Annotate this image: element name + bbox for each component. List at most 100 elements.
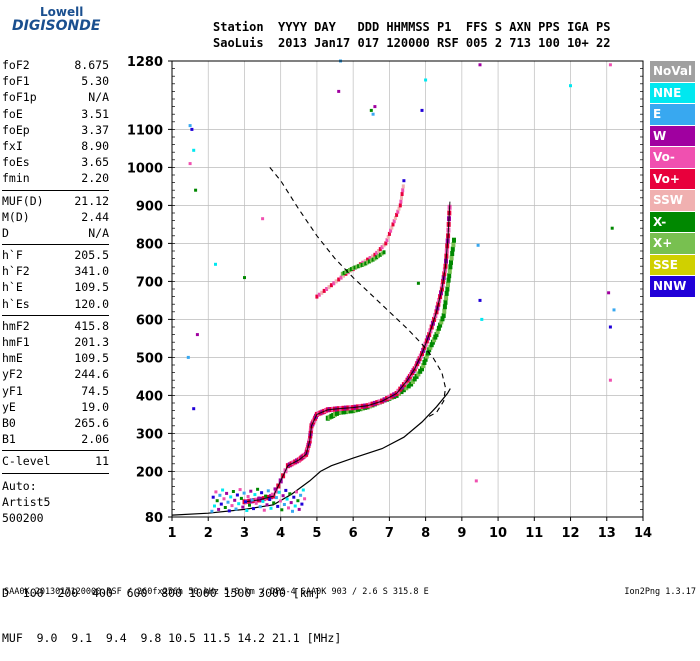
- upper-x-trace-mark: [346, 269, 350, 273]
- param-row: fmin 2.20: [2, 170, 109, 186]
- x-trace-mark: [446, 282, 450, 288]
- e-layer-mark: [280, 508, 284, 512]
- x-trace-mark: [420, 366, 424, 372]
- e-layer-mark: [248, 503, 251, 507]
- param-separator: [2, 244, 109, 246]
- upper-o-trace-mark: [363, 259, 367, 264]
- upper-x-trace-mark: [349, 267, 353, 272]
- e-layer-mark: [226, 500, 230, 504]
- param-value: 2.06: [81, 432, 109, 447]
- scatter-point: [424, 78, 428, 82]
- e-layer-mark: [289, 501, 293, 505]
- e-layer-mark: [223, 506, 227, 509]
- upper-o-trace-mark: [382, 243, 386, 248]
- e-layer-mark: [269, 506, 273, 510]
- upper-o-trace-mark: [380, 245, 384, 250]
- chart-data-layer: [171, 59, 616, 516]
- e-layer-mark: [237, 502, 241, 506]
- upper-o-trace-mark: [339, 275, 343, 280]
- header-col-label: DDD: [357, 20, 387, 34]
- y-tick-label: 1000: [127, 161, 163, 176]
- x-trace-mark: [336, 410, 341, 415]
- e-layer-mark: [278, 499, 282, 503]
- scatter-point: [416, 281, 420, 285]
- autoscaling-info: Auto: Artist5 500200: [2, 478, 50, 526]
- x-tick-label: 1: [167, 526, 176, 541]
- header-col-value: Jan17: [314, 36, 358, 50]
- x-trace-mark: [440, 316, 445, 322]
- header-col-value: 713: [509, 36, 539, 50]
- scatter-point: [188, 124, 192, 128]
- upper-o-trace-mark: [332, 281, 336, 286]
- logo-lowell-text: Lowell: [40, 5, 84, 19]
- upper-o-trace-mark: [386, 235, 390, 240]
- param-key: yF1: [2, 383, 23, 398]
- param-value: 11: [95, 454, 109, 469]
- upper-o-trace-mark: [401, 188, 405, 193]
- scatter-point: [420, 108, 424, 112]
- upper-o-trace-mark: [392, 219, 396, 224]
- y-tick-label: 500: [136, 351, 163, 366]
- param-value: 120.0: [74, 296, 109, 311]
- param-value: 3.51: [81, 106, 109, 121]
- x-trace-mark: [442, 308, 447, 314]
- ionogram-chart: 1 2 3 4 5 6 7 8 9 10 11 12 13 14802003004005006007008…: [127, 55, 652, 541]
- param-key: M(D): [2, 209, 30, 224]
- e-layer-mark: [252, 507, 255, 511]
- upper-o-trace-mark: [329, 283, 333, 288]
- param-key: B0: [2, 415, 16, 430]
- param-value: 244.6: [74, 367, 109, 382]
- e-layer-mark: [264, 494, 268, 498]
- x-tick-label: 5: [312, 526, 321, 541]
- digisonde-logo: Lowell DIGISONDE: [4, 4, 114, 42]
- upper-o-trace-mark: [327, 285, 331, 290]
- scatter-point: [371, 112, 375, 116]
- upper-o-trace-mark: [397, 206, 401, 211]
- e-layer-mark: [262, 508, 266, 512]
- y-tick-label: 1280: [127, 55, 163, 70]
- upper-x-trace-mark: [380, 251, 384, 256]
- header-col-label: IGA: [567, 20, 596, 34]
- param-row: yF2 244.6: [2, 366, 109, 382]
- upper-o-trace-mark: [389, 228, 393, 233]
- e-layer-mark: [300, 502, 304, 506]
- footer-source: SAA0K_2013017120000.RSF / 260fx256h 50 k…: [4, 587, 429, 597]
- x-trace-mark: [406, 383, 411, 389]
- x-trace-mark: [446, 277, 451, 283]
- upper-o-trace-mark: [366, 257, 370, 262]
- x-trace-mark: [451, 242, 456, 248]
- x-trace-mark: [442, 304, 447, 310]
- e-layer-mark: [299, 493, 303, 497]
- e-layer-mark: [270, 492, 274, 496]
- e-layer-mark: [273, 487, 277, 491]
- header-col-label: HHMMSS: [386, 20, 437, 34]
- e-layer-mark: [301, 488, 305, 492]
- e-layer-mark: [244, 500, 247, 504]
- upper-o-trace-mark: [377, 249, 380, 253]
- e-layer-mark: [211, 495, 215, 499]
- upper-x-trace-mark: [360, 262, 364, 267]
- e-layer-mark: [219, 502, 223, 506]
- upper-x-trace-mark: [344, 269, 348, 274]
- x-tick-label: 4: [276, 526, 285, 541]
- x-tick-label: 9: [457, 526, 466, 541]
- y-tick-label: 200: [136, 465, 163, 480]
- param-row: fxI 8.90: [2, 138, 109, 154]
- legend-item: E: [650, 104, 695, 126]
- upper-o-trace-mark: [337, 277, 341, 282]
- upper-o-trace-mark: [385, 238, 389, 243]
- x-trace-mark: [401, 387, 406, 393]
- e-layer-mark: [233, 498, 237, 502]
- param-value: 2.20: [81, 171, 109, 186]
- e-layer-mark: [245, 509, 249, 512]
- x-trace-mark: [447, 268, 452, 274]
- e-layer-mark: [215, 499, 219, 503]
- x-trace-mark: [445, 286, 450, 292]
- param-value: 109.5: [74, 351, 109, 366]
- upper-x-trace-mark: [353, 265, 357, 270]
- scatter-point: [337, 89, 341, 93]
- param-key: fmin: [2, 171, 30, 186]
- x-trace-mark: [343, 409, 348, 415]
- y-tick-label: 300: [136, 427, 163, 442]
- x-tick-label: 10: [489, 526, 507, 541]
